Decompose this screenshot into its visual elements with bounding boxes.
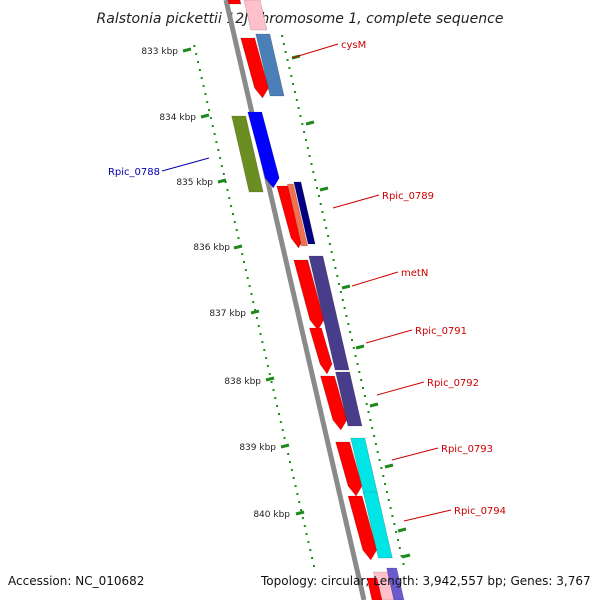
- cds-rpic-0793[interactable]: [335, 441, 363, 497]
- gene-label-rpic-0789[interactable]: Rpic_0789: [382, 191, 434, 202]
- ruler-tick: [295, 510, 305, 516]
- gene-rpic-0792[interactable]: [335, 371, 363, 427]
- ruler-tick: [265, 376, 275, 382]
- cds-rpic-0794[interactable]: [347, 495, 378, 561]
- feature-bottom-red[interactable]: [366, 577, 383, 600]
- gene-labels: cysM Rpic_0788 Rpic_0789 metN Rpic_0791 …: [108, 40, 506, 517]
- tick-label-836: 836 kbp: [193, 243, 230, 253]
- ruler-tick: [280, 443, 290, 449]
- gc-track-left: [193, 45, 315, 567]
- cds-cysM[interactable]: [240, 37, 269, 99]
- gc-content-track: [193, 35, 405, 567]
- gene-metN[interactable]: [308, 255, 350, 371]
- gene-rpic-0794[interactable]: [362, 491, 393, 559]
- gc-tick: [355, 344, 365, 350]
- label-leader-line: [161, 157, 210, 172]
- feature-top-pink[interactable]: [243, 0, 268, 31]
- tick-label-838: 838 kbp: [224, 377, 261, 387]
- gene-rpic-0789[interactable]: [293, 181, 316, 245]
- tick-label-835: 835 kbp: [176, 178, 213, 188]
- label-leader-line: [291, 43, 339, 59]
- gene-label-metN[interactable]: metN: [401, 268, 428, 279]
- gene-label-rpic-0791[interactable]: Rpic_0791: [415, 326, 467, 337]
- cds-rpic-0788[interactable]: [247, 111, 280, 189]
- feature-blocks: [227, 0, 405, 600]
- gc-tick: [305, 120, 315, 126]
- ruler-tick: [200, 113, 210, 119]
- label-leader-line: [332, 194, 380, 209]
- tick-label-839: 839 kbp: [239, 443, 276, 453]
- gc-tick: [369, 402, 379, 408]
- tick-label-834: 834 kbp: [159, 113, 196, 123]
- label-leader-line: [376, 381, 425, 396]
- gene-label-cysM[interactable]: cysM: [341, 40, 366, 51]
- tick-label-833: 833 kbp: [141, 47, 178, 57]
- cds-rpic-0792[interactable]: [320, 375, 348, 431]
- gc-tick: [401, 553, 411, 559]
- label-leader-line: [365, 329, 413, 344]
- accession-text: Accession: NC_010682: [8, 574, 145, 588]
- feature-bottom-purple[interactable]: [386, 567, 405, 600]
- gene-label-rpic-0794[interactable]: Rpic_0794: [454, 506, 506, 517]
- feature-top-red[interactable]: [227, 0, 242, 5]
- gene-rpic-0788[interactable]: [231, 115, 264, 193]
- cds-rpic-0791[interactable]: [309, 327, 333, 375]
- ruler-tick: [182, 47, 192, 53]
- cds-metN[interactable]: [293, 259, 325, 331]
- ruler-tick: [233, 244, 243, 250]
- gc-tick: [397, 527, 407, 533]
- map-title: Ralstonia pickettii 12J chromosome 1, co…: [97, 11, 504, 27]
- ruler-labels: 833 kbp 834 kbp 835 kbp 836 kbp 837 kbp …: [141, 47, 290, 520]
- ruler-tick: [250, 309, 260, 315]
- label-leaders: [161, 43, 452, 522]
- feature-rpic-0789-a[interactable]: [286, 183, 308, 247]
- label-leader-line: [403, 509, 452, 522]
- ruler-ticks: [182, 47, 411, 559]
- gene-label-rpic-0792[interactable]: Rpic_0792: [427, 378, 479, 389]
- ruler-tick: [217, 178, 227, 184]
- label-leader-line: [391, 447, 439, 461]
- tick-label-840: 840 kbp: [253, 510, 290, 520]
- gc-tick: [384, 463, 394, 469]
- sequence-backbone: [223, 0, 367, 600]
- gc-track-right: [281, 35, 405, 565]
- topology-text: Topology: circular; Length: 3,942,557 bp…: [261, 574, 591, 588]
- tick-label-837: 837 kbp: [209, 309, 246, 319]
- gc-tick: [319, 186, 329, 192]
- gene-label-rpic-0788[interactable]: Rpic_0788: [108, 167, 160, 178]
- gene-cysM[interactable]: [255, 33, 285, 97]
- gene-label-rpic-0793[interactable]: Rpic_0793: [441, 444, 493, 455]
- gc-tick: [341, 284, 351, 290]
- label-leader-line: [351, 271, 399, 287]
